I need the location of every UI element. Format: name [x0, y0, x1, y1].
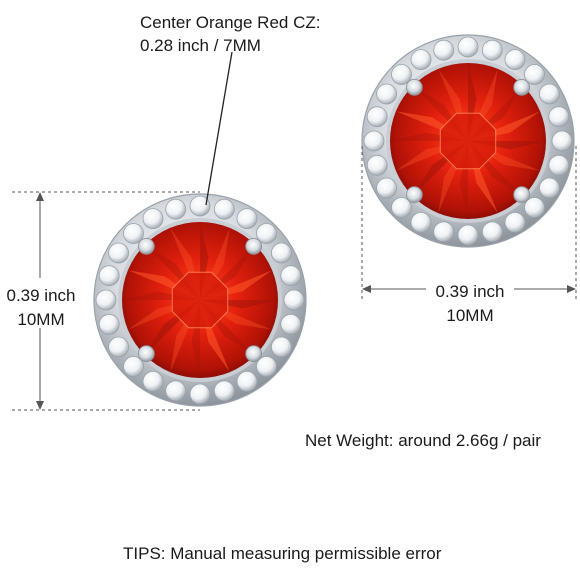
halo-stone: [236, 370, 258, 392]
gem-prong: [405, 186, 423, 204]
left-gem-facets: [122, 222, 278, 378]
gem-facet: [200, 300, 256, 356]
gem-facet: [127, 300, 200, 330]
height-mm-label: 10MM: [17, 310, 65, 329]
halo-stone: [283, 289, 305, 311]
callout-gem-size: 0.28 inch / 7MM: [140, 36, 261, 55]
halo-stone: [142, 370, 164, 392]
halo-stone: [213, 198, 235, 220]
gem-facet: [170, 300, 200, 373]
gem-prong: [513, 78, 531, 96]
halo-stone: [280, 265, 302, 287]
halo-stone: [481, 39, 503, 61]
halo-stone: [524, 64, 545, 85]
halo-stone: [280, 313, 302, 335]
halo-stone: [504, 49, 526, 70]
width-inch-label: 0.39 inch: [435, 282, 505, 301]
halo-stone: [366, 106, 388, 128]
halo-stone: [410, 211, 432, 233]
halo-stone: [539, 83, 560, 105]
gem-prong: [137, 345, 155, 363]
halo-stone: [98, 265, 120, 287]
gem-facet: [395, 111, 468, 141]
height-dimension-marker: [12, 191, 200, 411]
height-inch-label: 0.39 inch: [6, 286, 76, 305]
tips-text: TIPS: Manual measuring permissible error: [123, 544, 442, 563]
halo-stone: [366, 154, 388, 176]
left-gem-prongs: [137, 237, 263, 363]
halo-stone: [95, 289, 117, 311]
gem-facet: [468, 85, 524, 141]
halo-stone: [376, 83, 398, 105]
halo-stone: [391, 197, 412, 218]
halo-stone: [548, 154, 570, 176]
gem-prong: [405, 78, 423, 96]
halo-stone: [481, 221, 503, 243]
halo-stone: [256, 223, 277, 244]
right-halo-stones: [363, 36, 573, 246]
gem-facet: [200, 227, 230, 300]
gem-table-facet: [439, 112, 497, 170]
width-mm-label: 10MM: [446, 306, 494, 325]
halo-stone: [457, 36, 479, 58]
halo-stone: [551, 130, 573, 152]
right-gem-facets: [390, 63, 546, 219]
gem-facet: [438, 68, 468, 141]
gem-facet: [144, 244, 200, 300]
gem-prong: [245, 345, 263, 363]
halo-stone: [391, 64, 412, 85]
halo-stone: [376, 177, 398, 199]
halo-stone: [270, 336, 292, 358]
width-dimension-marker: [361, 146, 577, 300]
left-halo-stones: [95, 195, 305, 405]
halo-stone: [108, 242, 129, 264]
gem-facet: [468, 141, 541, 171]
halo-stone: [123, 356, 144, 377]
callout-pointer-line: [205, 51, 233, 206]
right-gem-prongs: [405, 78, 531, 204]
halo-stone: [433, 39, 455, 61]
gem-facet: [200, 270, 273, 300]
halo-stone: [123, 223, 144, 244]
right-earring: [361, 34, 575, 248]
halo-stone: [433, 221, 455, 243]
gem-facet: [468, 141, 498, 214]
halo-stone: [165, 198, 187, 220]
halo-stone: [457, 224, 479, 246]
halo-stone: [142, 208, 164, 230]
halo-stone: [108, 336, 129, 358]
gem-table-facet: [171, 271, 229, 329]
gem-prong: [137, 237, 155, 255]
halo-stone: [213, 380, 235, 402]
halo-stone: [236, 208, 258, 230]
halo-stone: [539, 177, 560, 199]
callout-gem-name: Center Orange Red CZ:: [140, 13, 321, 32]
gem-facet: [412, 141, 468, 197]
halo-stone: [504, 211, 526, 233]
gem-prong: [513, 186, 531, 204]
halo-stone: [363, 130, 385, 152]
halo-stone: [256, 356, 277, 377]
halo-stone: [98, 313, 120, 335]
net-weight-text: Net Weight: around 2.66g / pair: [305, 431, 541, 450]
halo-stone: [410, 49, 432, 70]
halo-stone: [524, 197, 545, 218]
halo-stone: [548, 106, 570, 128]
halo-stone: [189, 383, 211, 405]
gem-prong: [245, 237, 263, 255]
halo-stone: [165, 380, 187, 402]
halo-stone: [189, 195, 211, 217]
halo-stone: [270, 242, 292, 264]
left-earring: [93, 193, 307, 407]
